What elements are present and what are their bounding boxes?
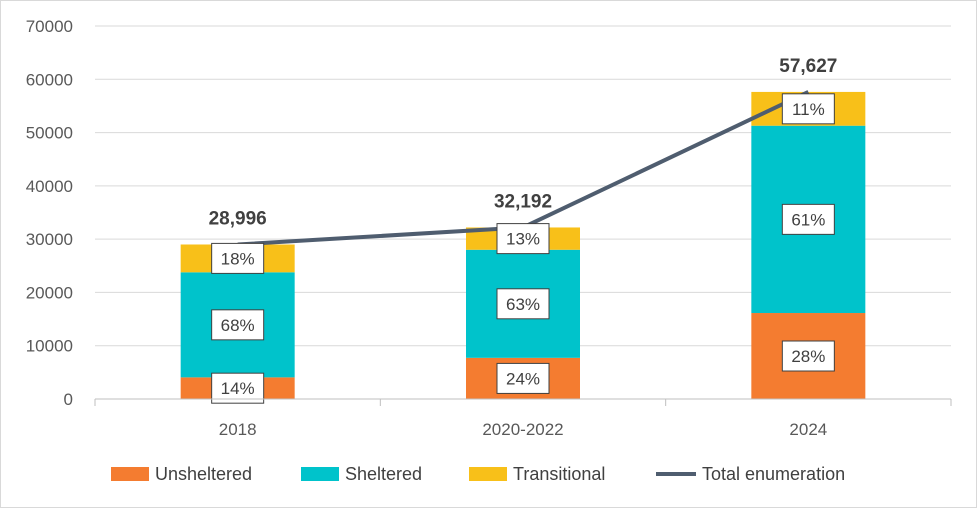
total-label: 57,627 <box>779 56 837 77</box>
pct-label: 24% <box>506 369 540 388</box>
legend-label: Total enumeration <box>702 464 845 484</box>
total-line <box>237 90 810 247</box>
x-tick-label: 2018 <box>219 420 257 439</box>
total-label: 32,192 <box>494 191 552 212</box>
y-tick-label: 60000 <box>26 70 73 89</box>
pct-label: 14% <box>221 379 255 398</box>
y-tick-label: 30000 <box>26 230 73 249</box>
legend-label: Transitional <box>513 464 605 484</box>
legend-label: Sheltered <box>345 464 422 484</box>
x-tick-label: 2020-2022 <box>482 420 563 439</box>
pct-label-box <box>781 203 835 235</box>
y-tick-label: 10000 <box>26 337 73 356</box>
pct-label-box <box>211 242 265 274</box>
y-tick-label: 0 <box>64 390 73 409</box>
total-label: 28,996 <box>209 208 267 229</box>
pct-label: 11% <box>792 100 825 119</box>
pct-label-box <box>496 223 550 255</box>
legend-label: Unsheltered <box>155 464 252 484</box>
legend-swatch-sheltered <box>301 467 339 481</box>
pct-label: 18% <box>221 249 255 268</box>
pct-label: 61% <box>791 210 825 229</box>
pct-label-box <box>781 340 835 372</box>
pct-label-box <box>496 362 550 394</box>
pct-label: 28% <box>791 347 825 366</box>
y-tick-label: 70000 <box>26 17 73 36</box>
pct-label: 68% <box>221 316 255 335</box>
x-tick-label: 2024 <box>789 420 827 439</box>
legend-swatch-transitional <box>469 467 507 481</box>
pct-label-box <box>211 372 265 404</box>
pct-label-box <box>781 93 835 125</box>
y-tick-label: 40000 <box>26 177 73 196</box>
y-tick-label: 20000 <box>26 283 73 302</box>
pct-label: 63% <box>506 295 540 314</box>
pct-label-box <box>211 309 265 341</box>
y-tick-label: 50000 <box>26 124 73 143</box>
legend-swatch-unsheltered <box>111 467 149 481</box>
pct-label-box <box>496 288 550 320</box>
pct-label: 13% <box>506 230 540 249</box>
